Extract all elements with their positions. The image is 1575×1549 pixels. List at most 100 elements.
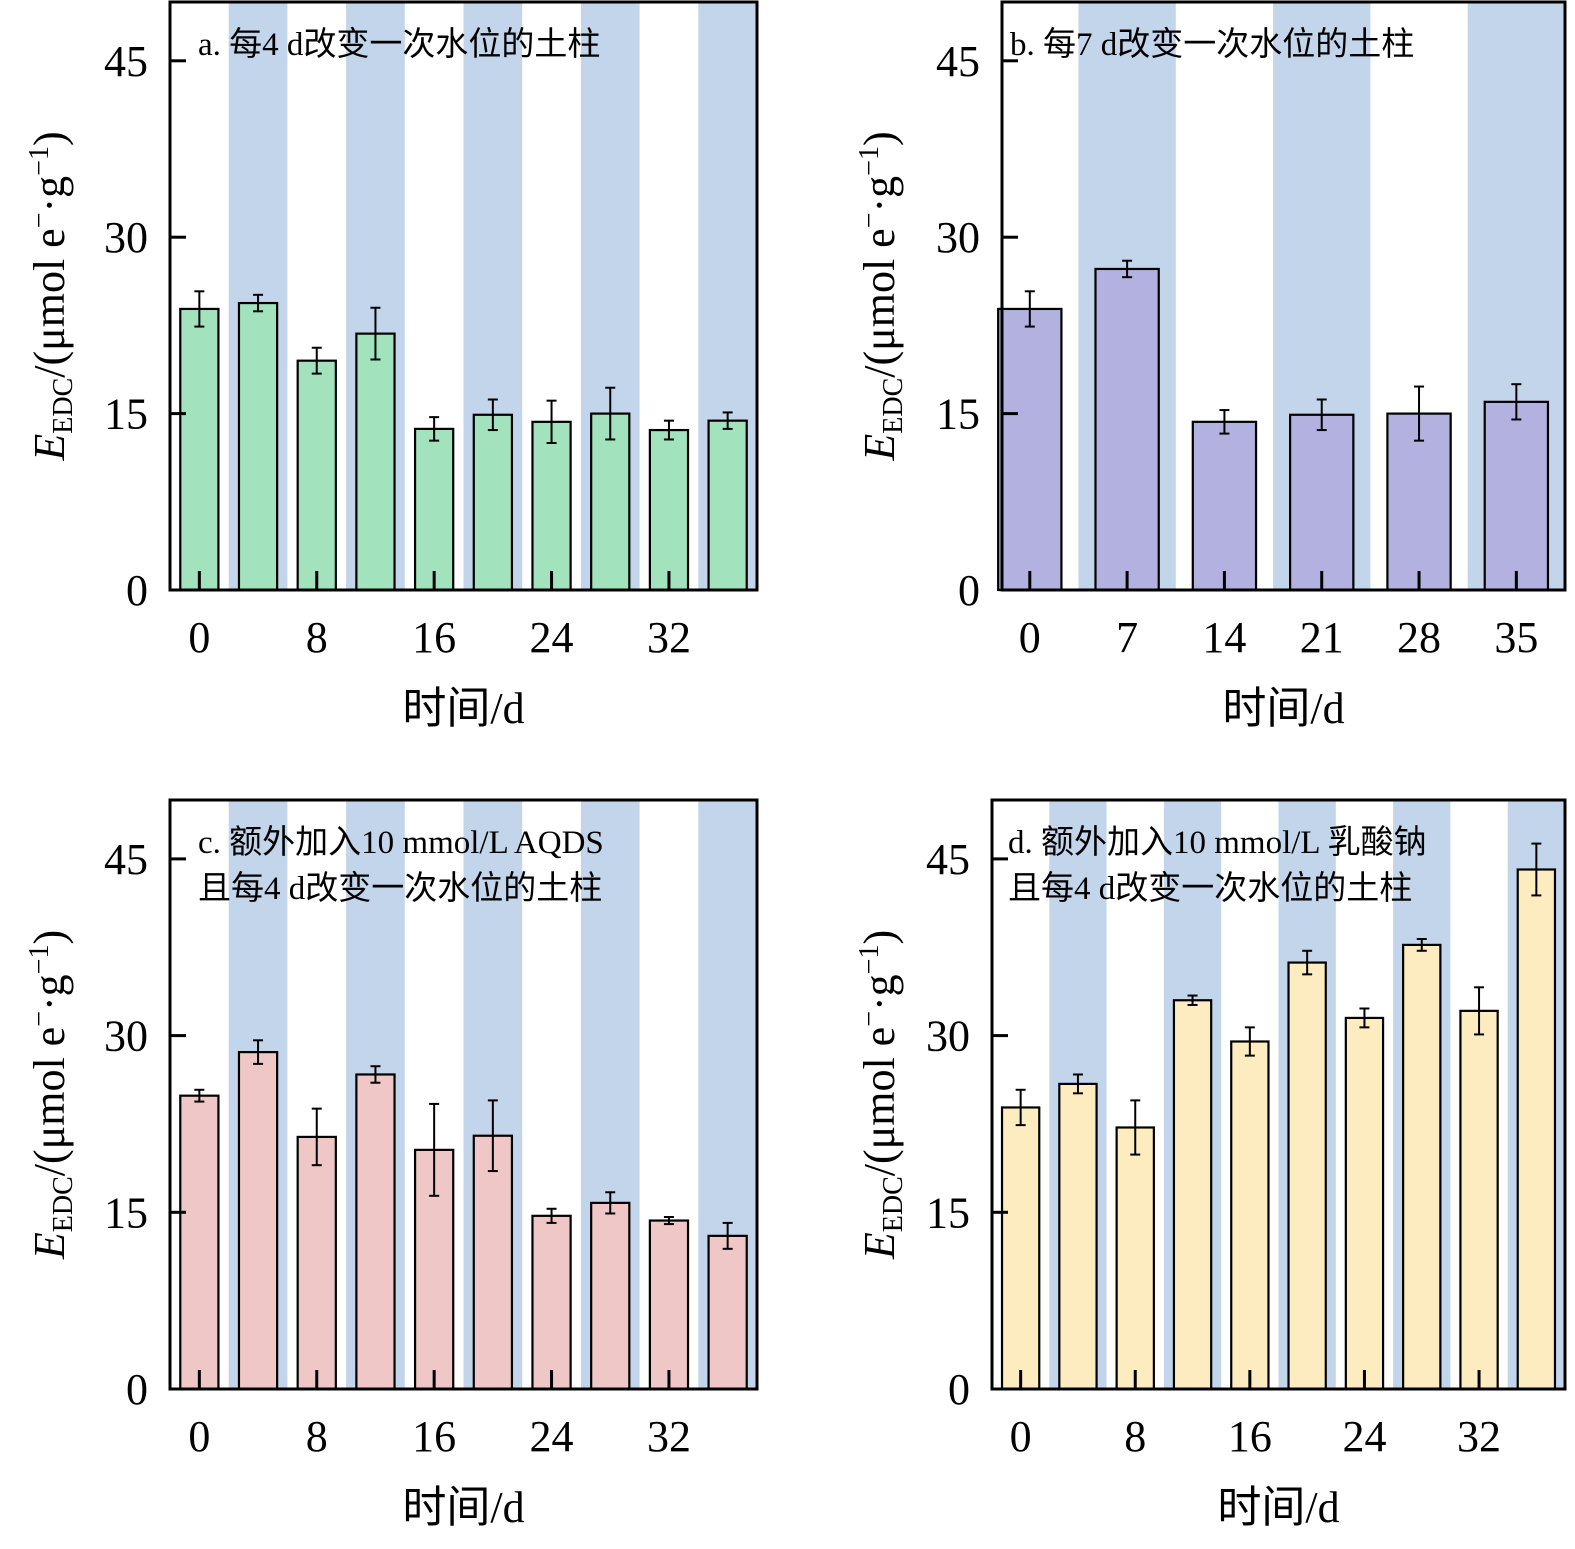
panel-title: a. 每4 d改变一次水位的土柱 [198,26,600,63]
bar [1386,412,1452,592]
y-label-unit: /(μmol e [855,1027,904,1176]
y-tick-label: 45 [104,37,148,86]
x-tick-label: 8 [1124,1412,1146,1461]
y-label-superscript: − [24,1011,55,1027]
bar [1230,1040,1270,1391]
y-label-superscript: −1 [854,146,885,176]
y-label-unit-mid: ·g [25,176,74,213]
panel-c: 0 15 30 45 0 8 16 24 32 时间/d EEDC/(μmol e−·g−1) c. … [24,798,759,1532]
y-label-unit-mid: ·g [855,176,904,213]
x-tick-label: 32 [1457,1412,1501,1461]
y-axis-title: EEDC/(μmol e−·g−1) [854,930,909,1260]
plot-frame [1000,0,1567,592]
y-tick-label: 45 [936,37,980,86]
x-axis-title: 时间/d [1217,1483,1339,1532]
x-tick-label: 32 [647,1412,691,1461]
y-tick-label: 30 [936,213,980,262]
bar [531,1214,572,1391]
y-tick-label: 45 [104,835,148,884]
x-tick-label: 16 [412,613,456,662]
bar [355,332,396,592]
y-label-close: ) [855,131,904,146]
bar [1483,400,1550,592]
bar [590,1201,631,1391]
bar [1459,1009,1499,1391]
bar [1516,868,1557,1391]
x-tick-label: 8 [306,1412,328,1461]
x-tick-label: 14 [1202,613,1246,662]
y-label-unit: /(μmol e [855,228,904,377]
bar [179,1094,220,1391]
y-tick-label: 15 [104,1188,148,1237]
x-tick-label: 35 [1494,613,1538,662]
bar [1344,1016,1385,1391]
x-tick-label: 24 [1342,1412,1386,1461]
x-tick-label: 16 [412,1412,456,1461]
x-tick-label: 16 [1228,1412,1272,1461]
y-label-superscript: − [24,212,55,228]
bar [1000,1106,1041,1391]
x-axis-title: 时间/d [1222,684,1344,733]
x-tick-label: 0 [188,613,210,662]
bar [707,419,748,592]
y-label-symbol: E [25,434,74,462]
panel-a: 0 15 30 45 0 8 16 24 32 时间/d EEDC/(μmol e−·g−1) a. … [24,0,759,733]
y-tick-label: 15 [104,390,148,439]
y-label-superscript: − [854,1011,885,1027]
panel-title: 且每4 d改变一次水位的土柱 [1008,870,1412,907]
x-tick-label: 0 [1019,613,1041,662]
bar [1094,267,1160,592]
panel-title: 且每4 d改变一次水位的土柱 [198,870,602,907]
bar [1287,961,1327,1391]
bar [1058,1082,1098,1391]
bar [997,307,1063,592]
x-tick-label: 8 [306,613,328,662]
x-tick-label: 0 [188,1412,210,1461]
bar [413,427,455,592]
y-tick-label: 30 [104,1012,148,1061]
bar [237,301,279,592]
y-label-close: ) [855,930,904,945]
y-axis-title: EEDC/(μmol e−·g−1) [24,131,79,461]
y-label-superscript: −1 [24,945,55,975]
bar [472,1134,514,1391]
x-tick-label: 7 [1116,613,1138,662]
y-axis-title: EEDC/(μmol e−·g−1) [24,930,79,1260]
panel-title: d. 额外加入10 mmol/L 乳酸钠 [1008,824,1427,861]
panel-title: c. 额外加入10 mmol/L AQDS [198,824,604,861]
bar [531,420,572,592]
bar [707,1234,748,1391]
y-tick-label: 0 [126,566,148,615]
x-tick-label: 0 [1010,1412,1032,1461]
y-label-subscript: EDC [878,1176,909,1232]
bar [355,1073,396,1391]
x-tick-label: 24 [530,613,574,662]
y-label-unit-mid: ·g [25,974,74,1011]
bar [1172,999,1213,1391]
bar [237,1050,279,1391]
bar [648,428,690,592]
y-tick-label: 45 [926,835,970,884]
bar [1191,420,1258,592]
x-tick-label: 21 [1300,613,1344,662]
panel-title: b. 每7 d改变一次水位的土柱 [1010,26,1414,63]
y-label-unit-mid: ·g [855,974,904,1011]
x-tick-label: 24 [530,1412,574,1461]
x-axis-title: 时间/d [402,684,524,733]
y-tick-label: 15 [936,390,980,439]
y-tick-label: 30 [104,213,148,262]
x-tick-label: 28 [1397,613,1441,662]
y-label-symbol: E [855,1232,904,1260]
bar [296,1135,337,1391]
y-label-unit: /(μmol e [25,1027,74,1176]
bar [179,307,220,592]
x-axis-title: 时间/d [402,1483,524,1532]
y-label-symbol: E [855,434,904,462]
panel-d: 0 15 30 45 0 8 16 24 32 时间/d EEDC/(μmol e−·g−1) d. … [854,798,1567,1532]
y-label-subscript: EDC [878,378,909,434]
y-label-subscript: EDC [48,1176,79,1232]
plot-frame [990,798,1567,1391]
y-label-subscript: EDC [48,378,79,434]
bar [1289,413,1355,592]
